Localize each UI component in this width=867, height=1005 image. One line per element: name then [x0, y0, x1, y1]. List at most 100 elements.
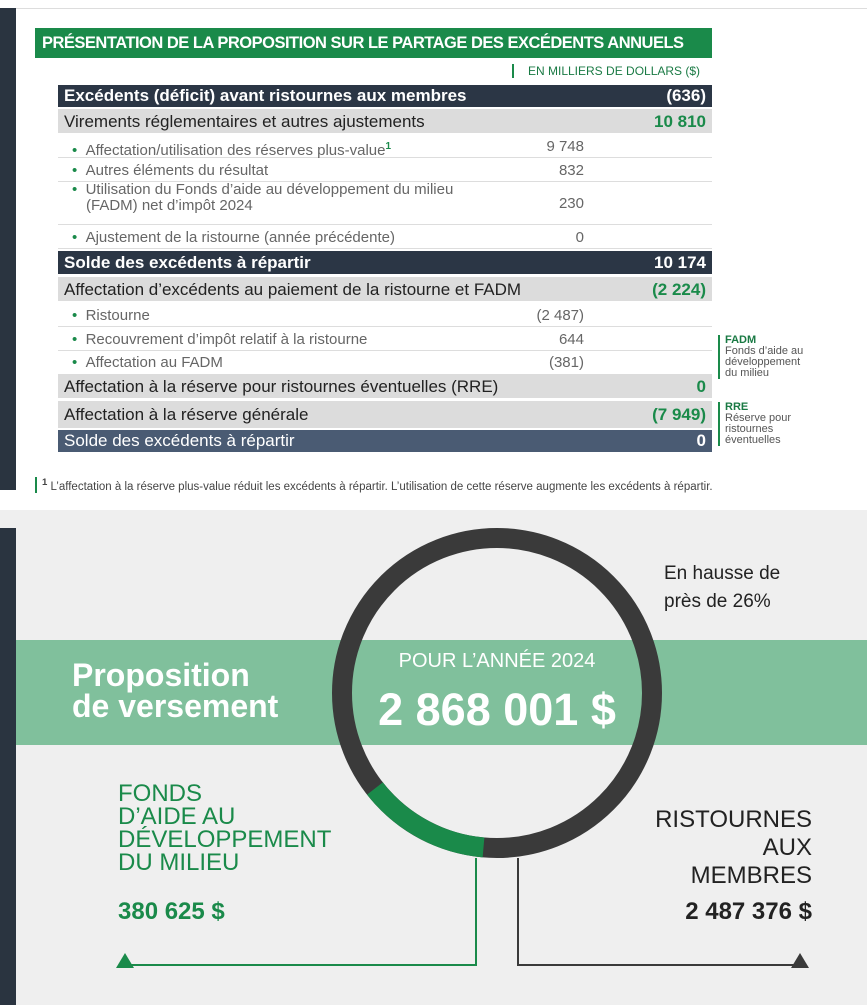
bullet: • [72, 307, 86, 324]
arrow [116, 953, 134, 968]
title-bar [35, 28, 712, 58]
table-row: • Autres éléments du résultat 832 [58, 160, 712, 182]
year-label: POUR L’ANNÉE 2024 [398, 650, 596, 672]
table-row: • Ristourne (2 487) [58, 305, 712, 327]
bullet: • [72, 162, 86, 179]
row-label: Solde des excédents à répartir [64, 251, 311, 274]
table-row: Affectation à la réserve pour ristournes… [58, 373, 712, 398]
title: PRÉSENTATION DE LA PROPOSITION SUR LE PA… [42, 34, 684, 52]
table-row: Virements réglementaires et autres ajust… [58, 108, 712, 133]
note-term: RRE [725, 401, 749, 413]
row-label: Solde des excédents à répartir [64, 430, 295, 452]
table-row: Affectation à la réserve générale (7 949) [58, 400, 712, 428]
total: 2 868 001 $ [378, 684, 616, 735]
green-band [16, 640, 867, 745]
label-line: DU MILIEU [118, 849, 240, 876]
row-label: • Affectation/utilisation des réserves p… [72, 136, 456, 162]
rule [16, 8, 867, 9]
note: FADM Fonds d’aide au développement du mil… [718, 335, 805, 379]
row-value: 230 [558, 195, 584, 212]
table-row: Affectation d’excédents au paiement de l… [58, 276, 712, 301]
label-line: AUX [762, 834, 812, 861]
row-label-text: Affectation à la réserve pour ristournes… [64, 377, 499, 396]
row-label-text: Affectation au FADM [85, 354, 223, 371]
row-label-text: Affectation/utilisation des réserves plu… [85, 142, 386, 159]
footnote: 1 L’affectation à la réserve plus-value … [35, 477, 713, 493]
footnote-text: L’affectation à la réserve plus-value ré… [50, 480, 713, 493]
row-label-text: Ristourne [85, 307, 150, 324]
note: RRE Réserve pour ristournes éventuelles [718, 402, 805, 446]
note-definition: Fonds d’aide au développement du milieu [725, 345, 804, 379]
table-row: • Ajustement de la ristourne (année préc… [58, 227, 712, 249]
unit: EN MILLIERS DE DOLLARS ($) [512, 64, 708, 78]
bullet: • [72, 331, 86, 348]
arrow [791, 953, 809, 968]
row-value: (2 224) [652, 280, 706, 299]
row-value: 0 [575, 229, 584, 246]
row-value: (636) [666, 86, 706, 105]
row-label-text: Autres éléments du résultat [85, 162, 269, 179]
row-value: 10 810 [654, 112, 706, 131]
row-label-text: Solde des excédents à répartir [64, 253, 311, 272]
ring-track [332, 528, 662, 858]
row-label-text: Affectation à la réserve générale [64, 405, 309, 424]
left-label: FONDS D’AIDE AU DÉVELOPPEMENT DU MILIEU [118, 780, 332, 876]
right-amount: 2 487 376 $ [685, 898, 812, 925]
bullet: • [72, 229, 86, 246]
label-line: RISTOURNES [655, 806, 812, 833]
row-value: 9 748 [546, 138, 584, 155]
table-row: • Affectation/utilisation des réserves p… [58, 136, 712, 159]
bullet: • [72, 142, 86, 159]
connector [125, 858, 477, 966]
side-bar [0, 8, 16, 490]
table-row: • Utilisation du Fonds d’aide au dévelop… [58, 182, 712, 225]
infographic-bg [0, 510, 867, 1005]
row-label: Virements réglementaires et autres ajust… [64, 109, 425, 134]
row-label-text: Solde des excédents à répartir [64, 431, 295, 450]
row-label-text: Ajustement de la ristourne (année précéd… [85, 229, 395, 246]
row-value: (7 949) [652, 405, 706, 424]
footnote-marker: 1 [42, 477, 48, 488]
row-label: • Autres éléments du résultat [72, 160, 456, 182]
row-label-text: Affectation d’excédents au paiement de l… [64, 280, 522, 299]
row-label-text: Recouvrement d’impôt relatif à la ristou… [85, 331, 368, 348]
bullet: • [72, 354, 86, 371]
label-line: DÉVELOPPEMENT [118, 826, 332, 853]
row-value: 644 [558, 331, 584, 348]
row-label-text: Virements réglementaires et autres ajust… [64, 112, 425, 131]
heading-line: de versement [72, 688, 279, 724]
row-label: • Ristourne [72, 305, 456, 327]
table-row: Excédents (déficit) avant ristournes aux… [58, 85, 712, 107]
bullet: • [72, 181, 86, 198]
note-definition: Réserve pour ristournes éventuelles [725, 412, 792, 446]
row-value: (2 487) [536, 307, 584, 324]
row-label: Excédents (déficit) avant ristournes aux… [64, 85, 466, 107]
row-label: • Affectation au FADM [72, 352, 456, 374]
row-label: Affectation d’excédents au paiement de l… [64, 277, 521, 302]
row-value: (381) [548, 354, 584, 371]
row-value: 10 174 [654, 253, 706, 272]
ring-segment [367, 782, 485, 858]
left-amount: 380 625 $ [118, 898, 225, 925]
row-label-text: Utilisation du Fonds d’aide au développe… [85, 181, 454, 214]
table-row: Solde des excédents à répartir 0 [58, 430, 712, 452]
row-value: 0 [696, 431, 706, 450]
heading: Proposition de versement [72, 657, 279, 724]
side-bar [0, 528, 16, 1005]
right-label: RISTOURNES AUX MEMBRES [655, 806, 812, 890]
superscript: 1 [385, 141, 392, 152]
row-label: Affectation à la réserve pour ristournes… [64, 374, 498, 399]
heading-line: Proposition [72, 657, 250, 693]
label-line: D’AIDE AU [118, 803, 236, 830]
row-label: Affectation à la réserve générale [64, 401, 308, 429]
connector [517, 858, 800, 966]
row-label-text: Excédents (déficit) avant ristournes aux… [64, 86, 467, 105]
label-line: MEMBRES [690, 862, 812, 889]
table-row: Solde des excédents à répartir 10 174 [58, 251, 712, 274]
label-line: FONDS [118, 780, 202, 807]
row-label: • Ajustement de la ristourne (année préc… [72, 227, 456, 249]
note-term: FADM [725, 334, 757, 346]
row-value: 0 [696, 377, 706, 396]
